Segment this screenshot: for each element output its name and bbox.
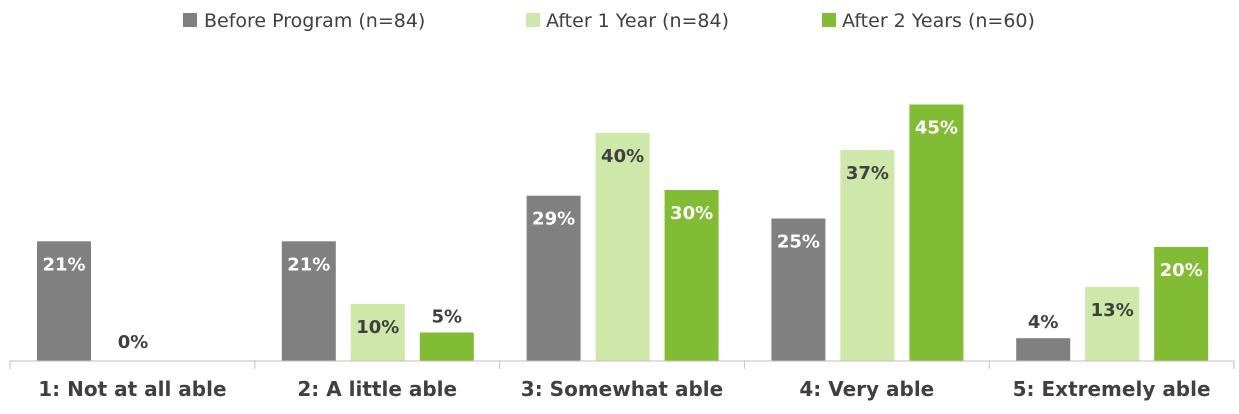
category-label-3-somewhat-able: 3: Somewhat able — [521, 377, 723, 401]
data-label-after-1-year-n-84-1-not-at-all-able: 0% — [118, 332, 149, 353]
bar-after-1-year-n-84-5-extremely-able — [1085, 286, 1140, 361]
data-label-after-2-years-n-60-2-a-little-able: 5% — [432, 307, 463, 328]
legend-swatch-before-program-n-84 — [183, 13, 197, 27]
data-labels: 21% 0% 21% 10% 5% 29% 40% 30% 25% 37% 45% 4% 13% 20% — [42, 118, 1202, 354]
data-label-before-program-n-84-5-extremely-able: 4% — [1028, 312, 1059, 333]
data-label-before-program-n-84-4-very-able: 25% — [777, 232, 820, 253]
bar-before-program-n-84-2-a-little-able — [281, 241, 336, 361]
bar-after-1-year-n-84-3-somewhat-able — [595, 133, 650, 361]
legend: Before Program (n=84) After 1 Year (n=84)… — [183, 10, 1035, 32]
bar-after-1-year-n-84-2-a-little-able — [350, 304, 405, 361]
bar-after-2-years-n-60-2-a-little-able — [419, 332, 474, 361]
category-label-5-extremely-able: 5: Extremely able — [1013, 377, 1211, 401]
bar-after-1-year-n-84-4-very-able — [840, 150, 895, 361]
bar-before-program-n-84-5-extremely-able — [1016, 338, 1071, 361]
data-label-after-2-years-n-60-4-very-able: 45% — [915, 118, 958, 139]
data-label-before-program-n-84-1-not-at-all-able: 21% — [42, 254, 85, 275]
data-label-after-1-year-n-84-3-somewhat-able: 40% — [601, 146, 644, 167]
bar-before-program-n-84-3-somewhat-able — [526, 195, 581, 361]
category-label-4-very-able: 4: Very able — [799, 377, 934, 401]
data-label-after-1-year-n-84-2-a-little-able: 10% — [356, 317, 399, 338]
data-label-after-1-year-n-84-5-extremely-able: 13% — [1091, 300, 1134, 321]
legend-swatch-after-1-year-n-84 — [526, 13, 540, 27]
category-label-1-not-at-all-able: 1: Not at all able — [38, 377, 226, 401]
legend-label-after-1-year-n-84: After 1 Year (n=84) — [546, 10, 729, 32]
data-label-after-1-year-n-84-4-very-able: 37% — [846, 163, 889, 184]
legend-label-after-2-years-n-60: After 2 Years (n=60) — [842, 10, 1035, 32]
bar-after-2-years-n-60-5-extremely-able — [1154, 247, 1209, 361]
bars — [37, 104, 1209, 361]
bar-after-2-years-n-60-3-somewhat-able — [664, 190, 719, 361]
x-axis: 1: Not at all able 2: A little able 3: Som… — [9, 360, 1235, 401]
data-label-after-2-years-n-60-5-extremely-able: 20% — [1160, 260, 1203, 281]
data-label-after-2-years-n-60-3-somewhat-able: 30% — [670, 203, 713, 224]
data-label-before-program-n-84-3-somewhat-able: 29% — [532, 209, 575, 230]
bar-after-2-years-n-60-4-very-able — [909, 104, 964, 361]
legend-swatch-after-2-years-n-60 — [822, 13, 836, 27]
bar-before-program-n-84-4-very-able — [771, 218, 826, 361]
category-label-2-a-little-able: 2: A little able — [297, 377, 457, 401]
bar-before-program-n-84-1-not-at-all-able — [37, 241, 91, 361]
data-label-before-program-n-84-2-a-little-able: 21% — [287, 254, 330, 275]
legend-label-before-program-n-84: Before Program (n=84) — [204, 10, 425, 32]
